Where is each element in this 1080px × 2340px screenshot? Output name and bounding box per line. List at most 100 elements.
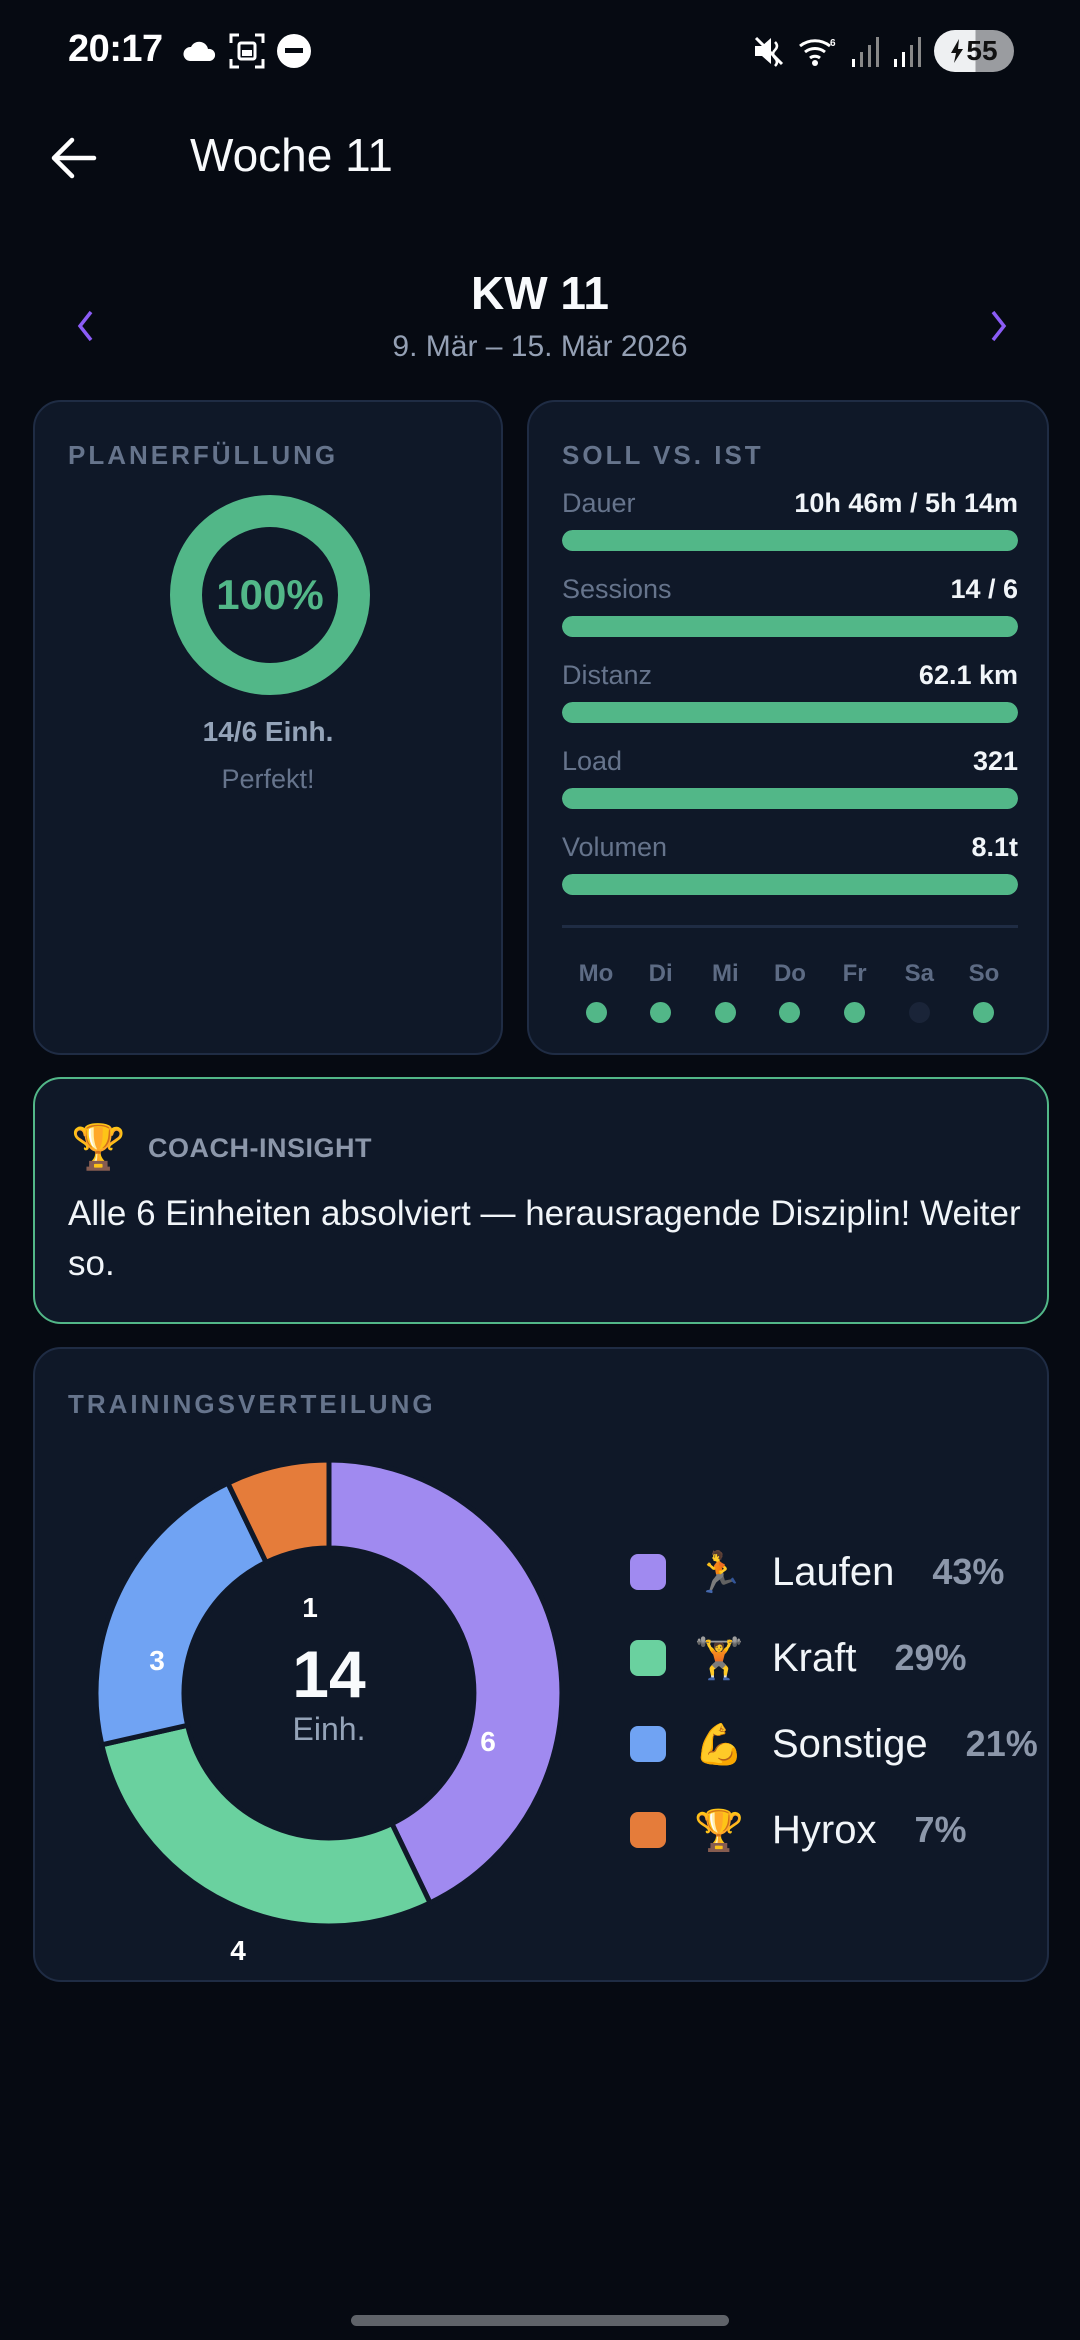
- legend-percent: 29%: [894, 1637, 967, 1678]
- segment-value-laufen: 6: [480, 1726, 496, 1757]
- metric-volume: Volumen 8.1t: [562, 832, 1018, 895]
- training-distribution-card: TRAININGSVERTEILUNG 6 4 3 1 14 Einh. 🏃 L…: [33, 1347, 1049, 1982]
- day-sunday: So: [962, 960, 1006, 1023]
- week-navigator: KW 11 9. Mär – 15. Mär 2026: [0, 260, 1080, 370]
- metric-load: Load 321: [562, 746, 1018, 809]
- arrow-left-icon: [51, 137, 97, 179]
- screenshot-icon: [229, 33, 265, 69]
- day-missed-dot: [908, 1002, 930, 1023]
- legend-item-hyrox: 🏆 Hyrox 7%: [630, 1787, 1050, 1873]
- day-thursday: Do: [768, 960, 812, 1023]
- day-done-dot: [844, 1002, 866, 1023]
- chart-legend: 🏃 Laufen 43% 🏋️ Kraft 29% 💪 Sonstige 21%…: [630, 1529, 1050, 1873]
- status-text: Perfekt!: [221, 764, 315, 794]
- segment-kraft[interactable]: [98, 1722, 434, 1928]
- battery-indicator: 55: [934, 30, 1014, 72]
- home-indicator[interactable]: [351, 2315, 729, 2326]
- legend-item-kraft: 🏋️ Kraft 29%: [630, 1615, 1050, 1701]
- week-title: KW 11: [470, 267, 610, 319]
- charging-icon: [951, 39, 964, 63]
- segment-laufen[interactable]: [326, 1458, 564, 1907]
- chevron-left-icon: [77, 310, 93, 342]
- signal-icon: [894, 37, 921, 67]
- metric-value: 62.1 km: [918, 660, 1018, 690]
- previous-week-button[interactable]: [60, 296, 110, 356]
- legend-label: Kraft: [772, 1635, 857, 1680]
- total-units: 14: [292, 1636, 366, 1711]
- status-bar: 20:17 6 55: [0, 0, 1080, 105]
- signal-icon: [852, 37, 879, 67]
- day-monday: Mo: [574, 960, 618, 1023]
- legend-percent: 7%: [914, 1809, 967, 1850]
- day-friday: Fr: [833, 960, 877, 1023]
- svg-text:6: 6: [830, 38, 836, 49]
- metric-value: 321: [972, 746, 1018, 776]
- plan-fulfillment-card: PLANERFÜLLUNG 100% 14/6 Einh. Perfekt!: [33, 400, 503, 1055]
- metric-sessions: Sessions 14 / 6: [562, 574, 1018, 637]
- weekday-tracker: Mo Di Mi Do Fr Sa So: [562, 960, 1018, 1023]
- metric-label: Volumen: [562, 832, 668, 862]
- battery-level: 55: [966, 35, 998, 66]
- cloud-icon: [183, 41, 216, 61]
- day-done-dot: [779, 1002, 801, 1023]
- target-vs-actual-card: SOLL VS. IST Dauer 10h 46m / 5h 14m Sess…: [527, 400, 1049, 1055]
- day-done-dot: [585, 1002, 607, 1023]
- segment-sonstige[interactable]: [94, 1479, 270, 1748]
- metric-progress-bar: [562, 702, 1018, 723]
- day-tuesday: Di: [639, 960, 683, 1023]
- app-bar: Woche 11: [0, 110, 1080, 210]
- progress-percent: 100%: [216, 571, 324, 618]
- metric-value: 10h 46m / 5h 14m: [794, 488, 1018, 518]
- metric-label: Load: [562, 746, 623, 776]
- chevron-right-icon: [991, 310, 1007, 342]
- metric-progress-bar: [562, 788, 1018, 809]
- color-swatch: [630, 1640, 666, 1676]
- insight-message: Alle 6 Einheiten absolviert — herausrage…: [68, 1194, 1021, 1283]
- metric-label: Dauer: [562, 488, 636, 518]
- donut-center: 14 Einh.: [94, 1458, 564, 1928]
- legend-percent: 21%: [965, 1723, 1038, 1764]
- mute-icon: [754, 36, 784, 67]
- week-date-range: 9. Mär – 15. Mär 2026: [392, 330, 688, 363]
- day-saturday: Sa: [897, 960, 941, 1023]
- legend-label: Sonstige: [772, 1721, 928, 1766]
- legend-item-laufen: 🏃 Laufen 43%: [630, 1529, 1050, 1615]
- day-done-dot: [973, 1002, 995, 1023]
- metric-label: Distanz: [562, 660, 653, 690]
- color-swatch: [630, 1812, 666, 1848]
- day-done-dot: [650, 1002, 672, 1023]
- metric-distance: Distanz 62.1 km: [562, 660, 1018, 723]
- metric-value: 8.1t: [971, 832, 1018, 862]
- metric-progress-bar: [562, 616, 1018, 637]
- back-button[interactable]: [44, 128, 104, 188]
- day-done-dot: [714, 1002, 736, 1023]
- legend-label: Laufen: [772, 1549, 895, 1594]
- status-time: 20:17: [68, 28, 163, 70]
- trophy-icon: 🏆: [71, 1123, 126, 1172]
- segment-hyrox[interactable]: [224, 1458, 332, 1566]
- units-count: 14/6 Einh.: [202, 716, 334, 747]
- status-left-icons: [182, 32, 312, 70]
- coach-insight-card: 🏆 COACH-INSIGHT Alle 6 Einheiten absolvi…: [33, 1077, 1049, 1324]
- day-wednesday: Mi: [703, 960, 747, 1023]
- wifi-icon: 6: [799, 38, 836, 66]
- progress-ring: 100%: [169, 494, 371, 696]
- dnd-icon: [277, 34, 311, 68]
- metric-label: Sessions: [562, 574, 672, 604]
- metric-duration: Dauer 10h 46m / 5h 14m: [562, 488, 1018, 551]
- next-week-button[interactable]: [974, 296, 1024, 356]
- total-units-label: Einh.: [292, 1710, 366, 1747]
- trophy-icon: 🏆: [694, 1808, 744, 1853]
- metric-progress-bar: [562, 530, 1018, 551]
- status-right-icons: 6 55: [752, 30, 1014, 72]
- segment-value-hyrox: 1: [302, 1592, 318, 1623]
- legend-item-sonstige: 💪 Sonstige 21%: [630, 1701, 1050, 1787]
- divider: [562, 925, 1018, 928]
- running-icon: 🏃: [694, 1550, 744, 1595]
- legend-percent: 43%: [932, 1551, 1005, 1592]
- card-title: SOLL VS. IST: [562, 440, 764, 470]
- distribution-donut-chart: 6 4 3 1 14 Einh.: [94, 1458, 564, 1966]
- legend-label: Hyrox: [772, 1807, 877, 1852]
- page-title: Woche 11: [190, 129, 393, 181]
- color-swatch: [630, 1726, 666, 1762]
